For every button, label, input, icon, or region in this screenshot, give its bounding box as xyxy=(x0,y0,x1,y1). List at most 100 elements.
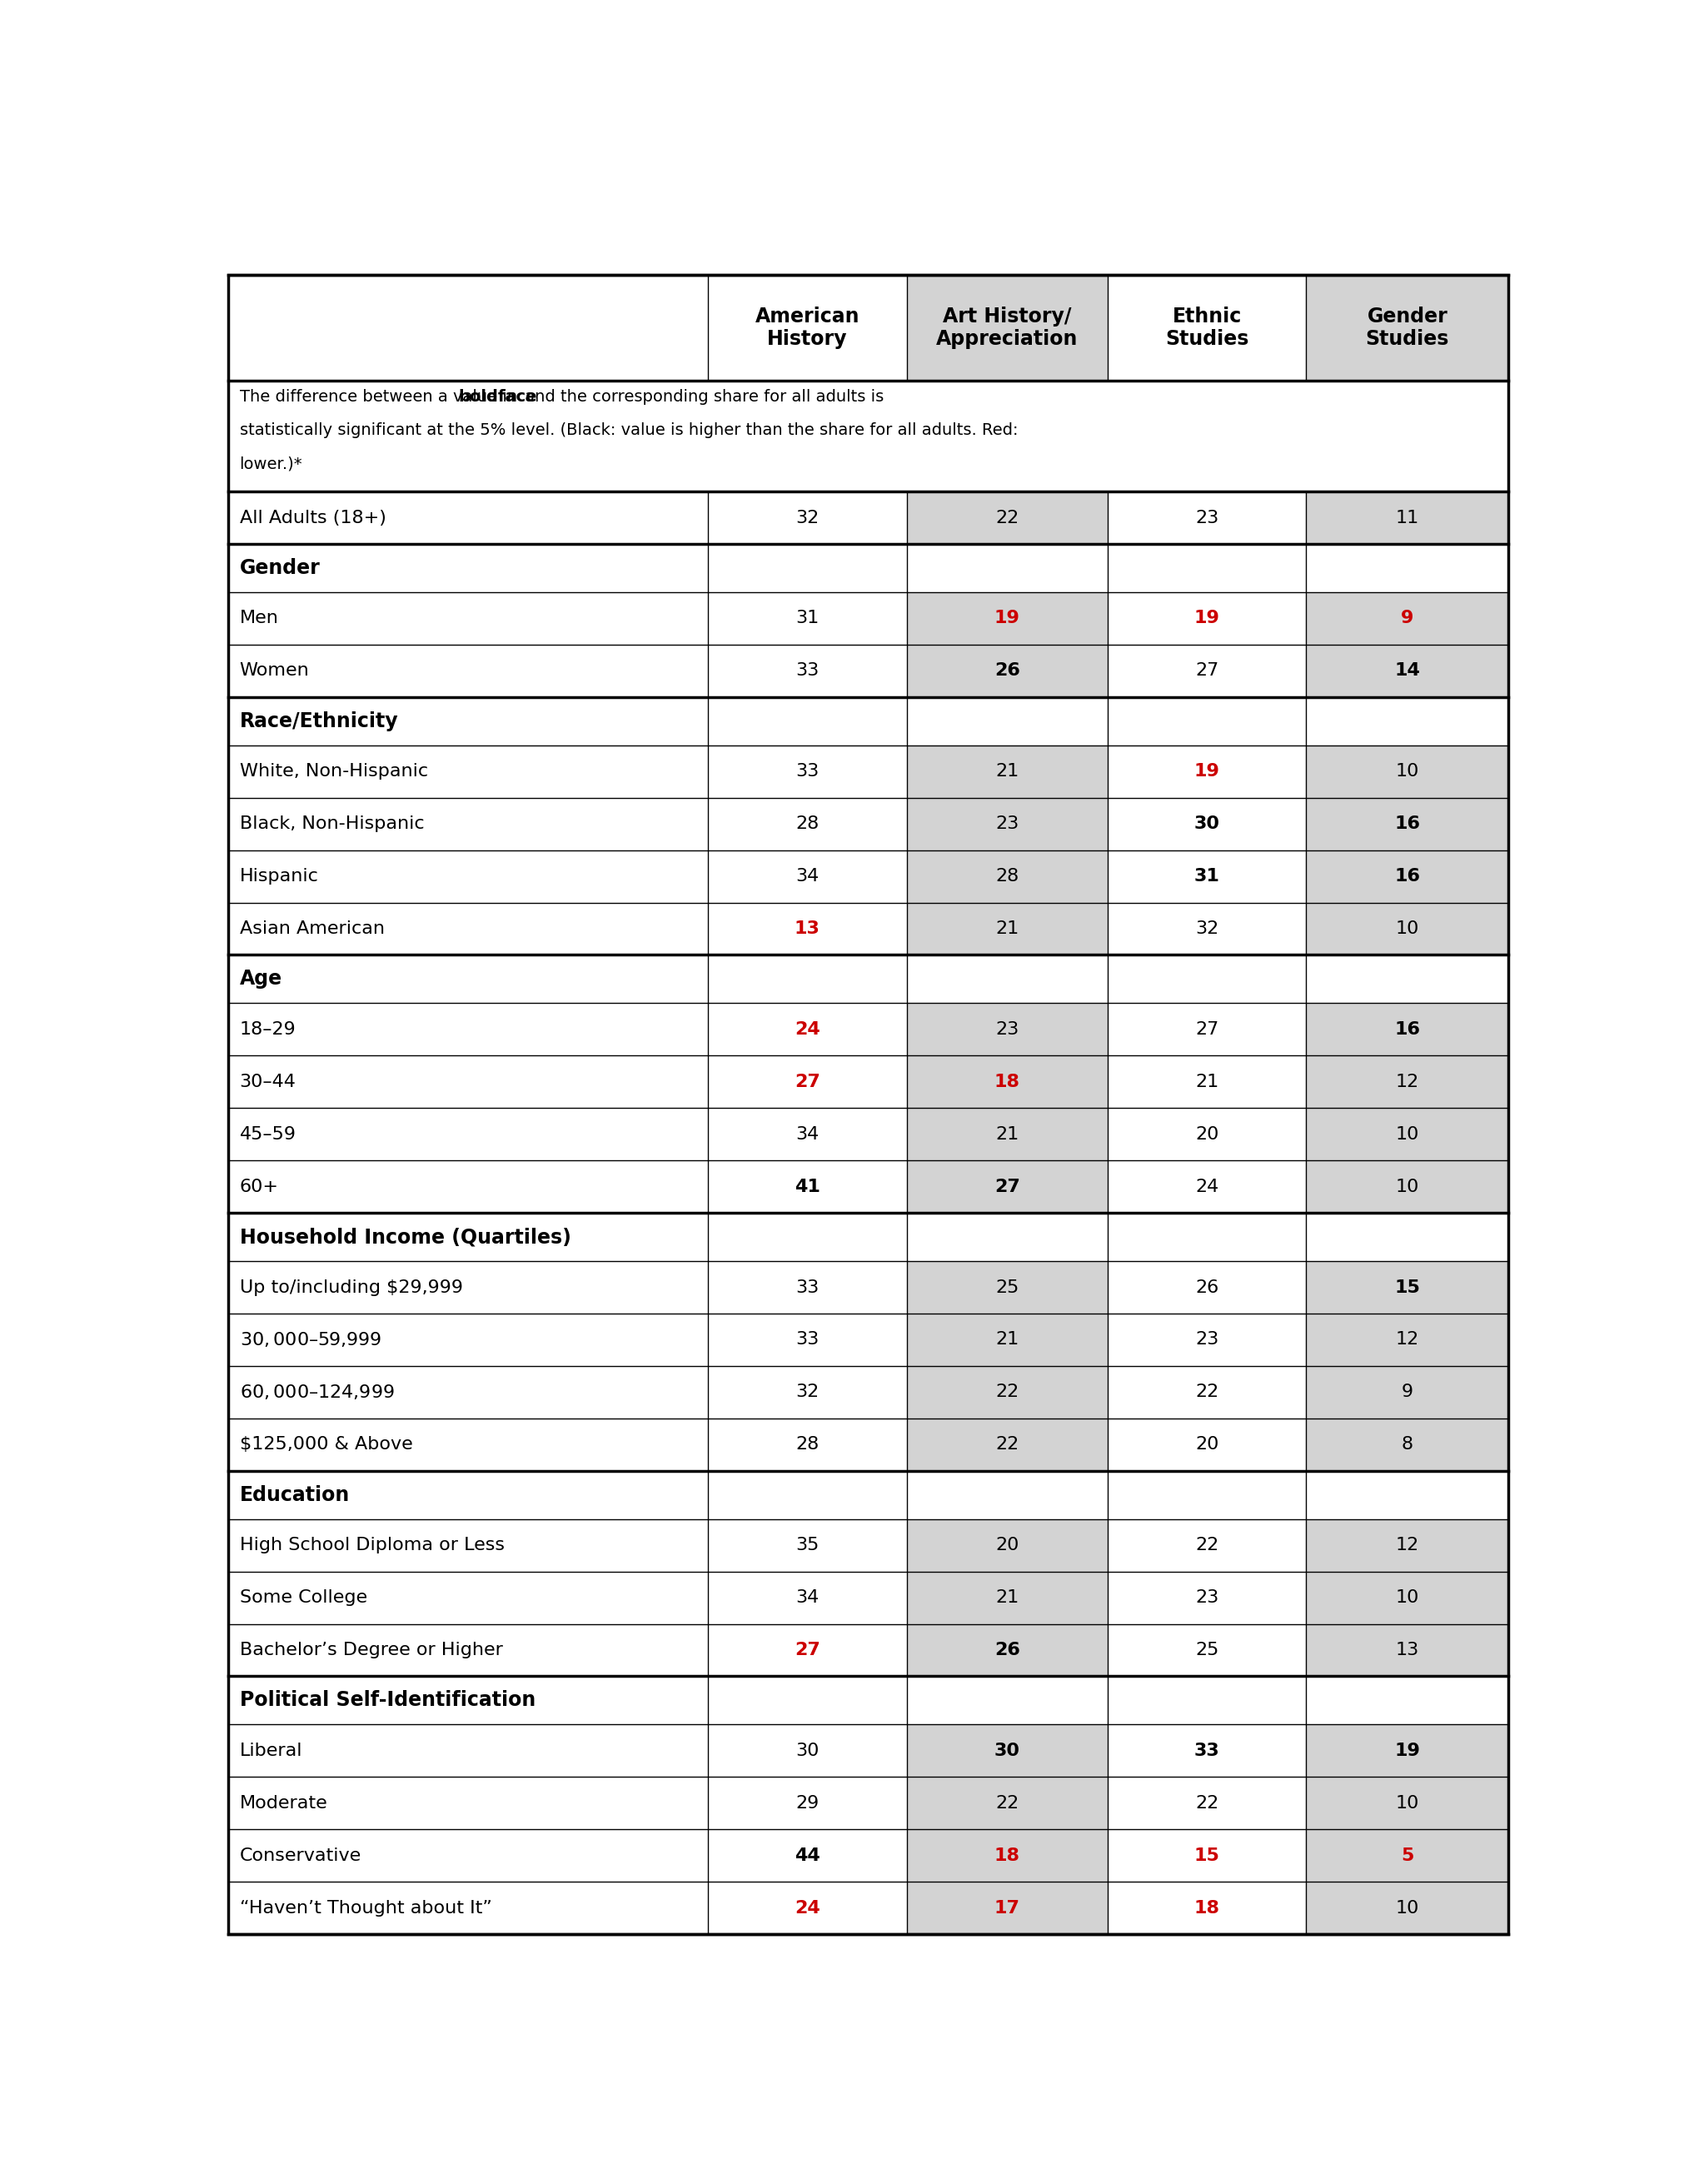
Text: 12: 12 xyxy=(1396,1075,1420,1090)
Bar xyxy=(906,1830,1108,1883)
Text: 22: 22 xyxy=(996,1385,1018,1400)
Text: 26: 26 xyxy=(994,662,1020,679)
Text: Gender
Studies: Gender Studies xyxy=(1365,306,1448,349)
Text: The difference between a value in: The difference between a value in xyxy=(239,389,522,404)
Text: American
History: American History xyxy=(756,306,859,349)
Text: 30–44: 30–44 xyxy=(239,1075,296,1090)
Bar xyxy=(1306,275,1508,380)
Text: 11: 11 xyxy=(1396,509,1420,526)
Bar xyxy=(906,1365,1108,1417)
Text: 27: 27 xyxy=(794,1642,820,1658)
Text: 9: 9 xyxy=(1401,609,1414,627)
Text: 23: 23 xyxy=(996,1022,1018,1037)
Text: 10: 10 xyxy=(1396,1900,1420,1915)
Text: Hispanic: Hispanic xyxy=(239,867,318,885)
Bar xyxy=(229,380,1508,491)
Bar xyxy=(1306,1160,1508,1212)
Text: 16: 16 xyxy=(1394,867,1420,885)
Text: Household Income (Quartiles): Household Income (Quartiles) xyxy=(239,1227,571,1247)
Bar xyxy=(229,745,1508,797)
Text: 23: 23 xyxy=(996,815,1018,832)
Text: Women: Women xyxy=(239,662,310,679)
Text: 32: 32 xyxy=(1196,919,1218,937)
Text: 29: 29 xyxy=(796,1795,820,1811)
Text: 35: 35 xyxy=(796,1538,820,1553)
Text: Age: Age xyxy=(239,970,283,989)
Bar xyxy=(1306,275,1508,1935)
Text: 16: 16 xyxy=(1394,815,1420,832)
Text: 28: 28 xyxy=(996,867,1018,885)
Text: Black, Non-Hispanic: Black, Non-Hispanic xyxy=(239,815,424,832)
Bar xyxy=(229,1212,1508,1260)
Text: 33: 33 xyxy=(796,762,820,780)
Text: 9: 9 xyxy=(1401,1385,1413,1400)
Text: High School Diploma or Less: High School Diploma or Less xyxy=(239,1538,505,1553)
Bar xyxy=(229,1160,1508,1212)
Text: 8: 8 xyxy=(1401,1437,1413,1452)
Text: 23: 23 xyxy=(1196,1590,1218,1605)
Text: 28: 28 xyxy=(796,815,820,832)
Bar xyxy=(906,1625,1108,1677)
Text: 22: 22 xyxy=(1196,1538,1218,1553)
Text: 10: 10 xyxy=(1396,1179,1420,1195)
Text: 19: 19 xyxy=(1194,762,1220,780)
Bar xyxy=(229,697,1508,745)
Bar xyxy=(229,1417,1508,1470)
Text: 21: 21 xyxy=(996,1590,1018,1605)
Bar xyxy=(229,797,1508,850)
Text: Bachelor’s Degree or Higher: Bachelor’s Degree or Higher xyxy=(239,1642,503,1658)
Text: 12: 12 xyxy=(1396,1538,1420,1553)
Bar xyxy=(906,902,1108,954)
Text: 10: 10 xyxy=(1396,762,1420,780)
Bar xyxy=(1306,850,1508,902)
Text: 5: 5 xyxy=(1401,1848,1414,1863)
Bar xyxy=(229,1470,1508,1520)
Bar xyxy=(906,1883,1108,1935)
Bar xyxy=(229,544,1508,592)
Bar xyxy=(229,1677,1508,1725)
Bar xyxy=(906,1417,1108,1470)
Text: and the corresponding share for all adults is: and the corresponding share for all adul… xyxy=(520,389,884,404)
Bar xyxy=(906,1260,1108,1313)
Text: 13: 13 xyxy=(1396,1642,1420,1658)
Text: 20: 20 xyxy=(996,1538,1018,1553)
Text: 20: 20 xyxy=(1194,1437,1218,1452)
Text: 20: 20 xyxy=(1194,1127,1218,1142)
Text: 22: 22 xyxy=(996,509,1018,526)
Text: 21: 21 xyxy=(1196,1075,1218,1090)
Text: 30: 30 xyxy=(994,1743,1020,1758)
Bar xyxy=(1306,1572,1508,1625)
Bar xyxy=(229,1520,1508,1572)
Text: 24: 24 xyxy=(794,1022,820,1037)
Text: 18: 18 xyxy=(994,1848,1020,1863)
Text: “Haven’t Thought about It”: “Haven’t Thought about It” xyxy=(239,1900,491,1915)
Bar xyxy=(229,1625,1508,1677)
Text: 27: 27 xyxy=(1196,662,1218,679)
Text: 34: 34 xyxy=(796,1590,820,1605)
Bar xyxy=(906,1160,1108,1212)
Bar xyxy=(229,954,1508,1002)
Bar xyxy=(906,1572,1108,1625)
Text: 21: 21 xyxy=(996,1127,1018,1142)
Text: 41: 41 xyxy=(794,1179,820,1195)
Text: Men: Men xyxy=(239,609,278,627)
Bar xyxy=(906,275,1108,1935)
Bar xyxy=(1306,745,1508,797)
Bar xyxy=(1306,491,1508,544)
Bar xyxy=(906,644,1108,697)
Bar xyxy=(229,1572,1508,1625)
Bar xyxy=(906,797,1108,850)
Bar xyxy=(1306,592,1508,644)
Text: Some College: Some College xyxy=(239,1590,368,1605)
Text: Political Self-Identification: Political Self-Identification xyxy=(239,1690,535,1710)
Bar xyxy=(906,745,1108,797)
Bar xyxy=(1306,644,1508,697)
Text: Moderate: Moderate xyxy=(239,1795,327,1811)
Text: 15: 15 xyxy=(1194,1848,1220,1863)
Text: 22: 22 xyxy=(996,1795,1018,1811)
Text: 10: 10 xyxy=(1396,1590,1420,1605)
Bar xyxy=(906,491,1108,544)
Bar xyxy=(1306,1725,1508,1778)
Text: Race/Ethnicity: Race/Ethnicity xyxy=(239,712,398,732)
Bar xyxy=(229,275,1508,380)
